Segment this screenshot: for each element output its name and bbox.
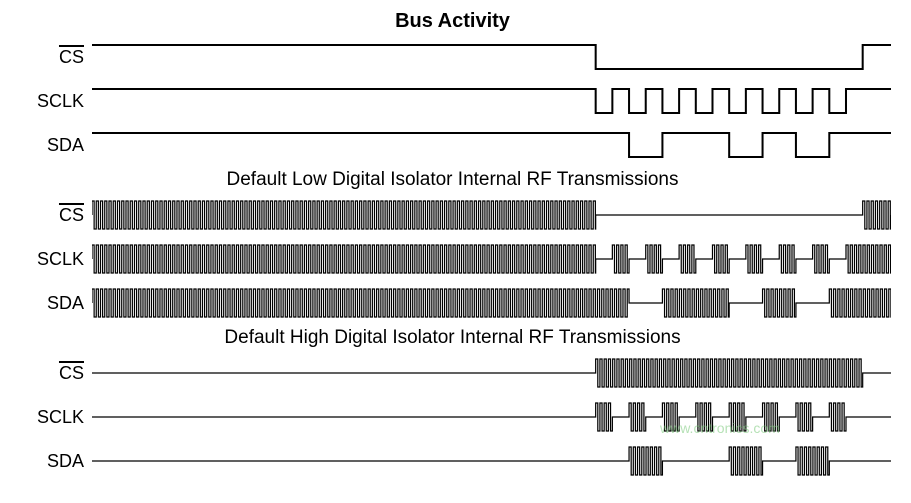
signal-waveform — [92, 195, 891, 235]
signal-waveform — [92, 239, 891, 279]
signal-row: CS — [14, 195, 891, 235]
section-title: Bus Activity — [14, 10, 891, 33]
signal-label: SCLK — [14, 249, 92, 270]
signal-label: SCLK — [14, 91, 92, 112]
signal-label-text: CS — [59, 205, 84, 225]
signal-label-text: SCLK — [37, 249, 84, 269]
signal-waveform — [92, 81, 891, 121]
signal-label-text: SDA — [47, 135, 84, 155]
signal-row: CS — [14, 353, 891, 393]
signal-label-text: SCLK — [37, 91, 84, 111]
signal-waveform — [92, 125, 891, 165]
signal-waveform — [92, 283, 891, 323]
signal-waveform — [92, 441, 891, 481]
signal-label: SDA — [14, 293, 92, 314]
signal-label-text: SDA — [47, 451, 84, 471]
signal-row: SCLK — [14, 397, 891, 437]
signal-label: SDA — [14, 135, 92, 156]
signal-waveform — [92, 37, 891, 77]
signal-label-text: SCLK — [37, 407, 84, 427]
signal-label-text: SDA — [47, 293, 84, 313]
section-title: Default Low Digital Isolator Internal RF… — [14, 169, 891, 191]
section-title: Default High Digital Isolator Internal R… — [14, 327, 891, 349]
signal-label: CS — [14, 363, 92, 384]
signal-label-text: CS — [59, 363, 84, 383]
signal-label: CS — [14, 47, 92, 68]
signal-label-text: CS — [59, 47, 84, 67]
signal-row: CS — [14, 37, 891, 77]
signal-label: SDA — [14, 451, 92, 472]
timing-diagram: Bus Activity CS SCLK SDA Default Low Digital… — [0, 0, 911, 503]
signal-row: SDA — [14, 125, 891, 165]
signal-label: SCLK — [14, 407, 92, 428]
signal-waveform — [92, 353, 891, 393]
signal-row: SDA — [14, 283, 891, 323]
signal-row: SDA — [14, 441, 891, 481]
signal-waveform — [92, 397, 891, 437]
signal-row: SCLK — [14, 239, 891, 279]
signal-row: SCLK — [14, 81, 891, 121]
signal-label: CS — [14, 205, 92, 226]
